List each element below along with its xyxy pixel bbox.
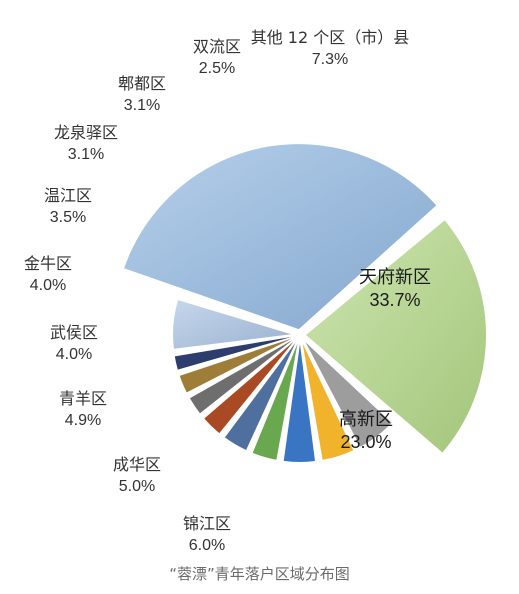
slices-layer [124, 144, 487, 463]
slice-label: 龙泉驿区 [54, 123, 118, 142]
pie-slice [283, 344, 315, 463]
pie-slice [174, 336, 292, 370]
slice-value-label: 6.0% [189, 537, 225, 554]
pie-slice [204, 341, 294, 434]
slice-label: 青羊区 [59, 389, 107, 408]
slice-value-label: 3.1% [124, 97, 160, 114]
slice-label: 锦江区 [183, 514, 231, 533]
pie-slice [302, 343, 354, 460]
pie-slice [224, 342, 296, 450]
slice-label: 郫都区 [118, 74, 166, 93]
slice-label: 天府新区 [359, 267, 431, 288]
slice-value-label: 5.0% [119, 478, 155, 495]
slice-value-label: 7.3% [312, 51, 348, 68]
slice-value-label: 4.0% [30, 277, 66, 294]
slice-label: 武侯区 [50, 323, 98, 342]
slice-label: 成华区 [113, 455, 161, 474]
slice-label: 温江区 [44, 186, 92, 205]
slice-value-label: 23.0% [340, 432, 391, 452]
pie-slice [252, 343, 298, 460]
pie-slice [179, 338, 292, 393]
slice-value-label: 4.9% [65, 412, 101, 429]
chart-caption: “蓉漂”青年落户区域分布图 [169, 565, 350, 583]
slice-label: 高新区 [339, 409, 393, 430]
pie-slice [173, 300, 292, 349]
slice-label: 双流区 [193, 37, 241, 56]
pie-slice [189, 340, 293, 414]
pie-slice [305, 342, 392, 447]
slice-value-label: 3.1% [68, 146, 104, 163]
slice-label: 金牛区 [24, 254, 72, 273]
pie-slice [306, 220, 487, 453]
slice-value-label: 3.5% [50, 209, 86, 226]
slice-value-label: 33.7% [369, 290, 420, 310]
slice-value-label: 2.5% [199, 60, 235, 77]
slice-value-label: 4.0% [56, 346, 92, 363]
pie-slice [124, 144, 437, 330]
slice-label: 其他 12 个区（市）县 [251, 28, 410, 47]
